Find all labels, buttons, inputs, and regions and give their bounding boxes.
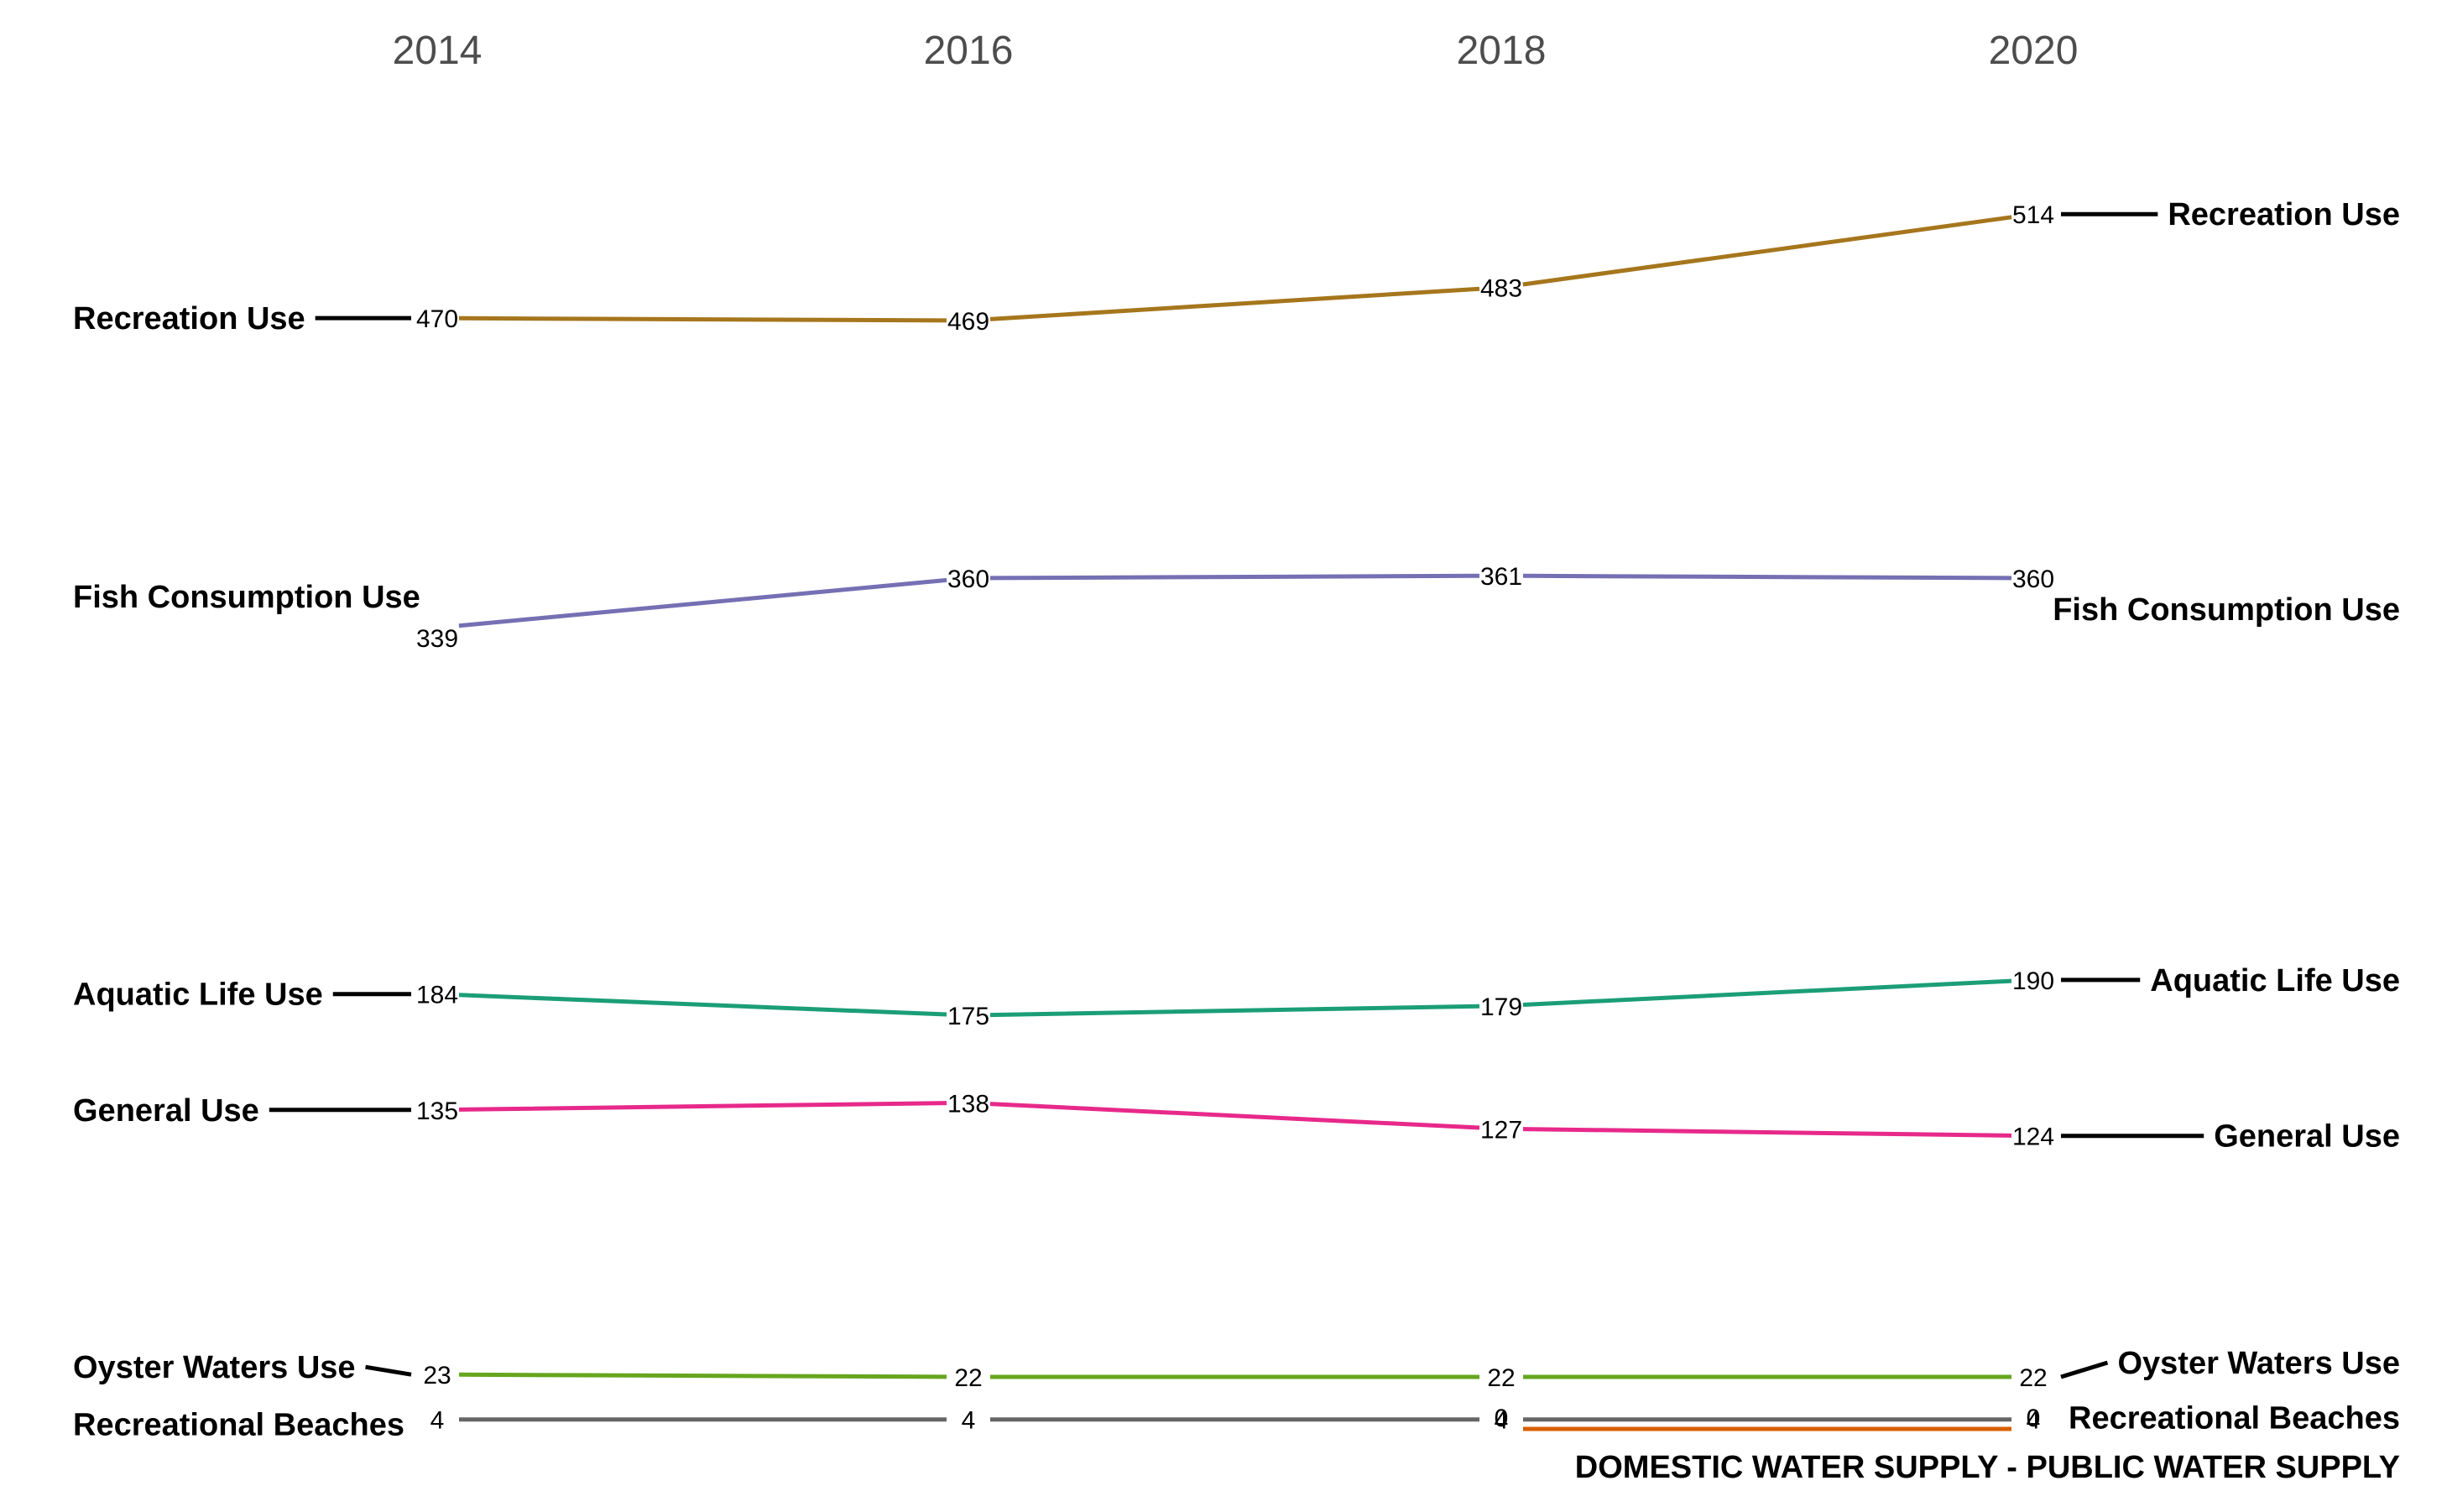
value-label-general-use-2018: 127: [1480, 1116, 1522, 1144]
value-label-domestic-water-supply-public-water-supply-2020: 0: [2027, 1405, 2041, 1432]
series-label-left-aquatic-life-use: Aquatic Life Use: [73, 978, 323, 1013]
series-label-left-recreational-beaches: Recreational Beaches: [73, 1408, 404, 1443]
series-label-right-aquatic-life-use: Aquatic Life Use: [2150, 963, 2400, 998]
value-label-fish-consumption-use-2014: 339: [416, 625, 458, 653]
series-line-aquatic-life-use: [458, 978, 2012, 1018]
value-label-general-use-2020: 124: [2012, 1124, 2054, 1151]
value-label-oyster-waters-use-2014: 23: [423, 1362, 451, 1389]
year-axis: 2014 2016 2018 2020: [393, 29, 2079, 73]
value-label-aquatic-life-use-2020: 190: [2012, 967, 2054, 995]
series-label-right-general-use: General Use: [2214, 1119, 2400, 1155]
year-label-2018: 2018: [1457, 29, 1547, 73]
value-labels: 470 469 483 514 339 360 361 360 184 175 179 190 135 1…: [416, 201, 2054, 1435]
series-line-general-use: [458, 1101, 2012, 1138]
series-line-oyster-waters-use: [458, 1372, 2011, 1379]
value-label-domestic-water-supply-public-water-supply-2018: 0: [1495, 1405, 1509, 1432]
value-label-recreational-beaches-2014: 4: [430, 1407, 445, 1435]
label-connectors: [269, 211, 2204, 1379]
value-label-general-use-2016: 138: [947, 1090, 989, 1118]
series-label-left-fish-consumption-use: Fish Consumption Use: [73, 580, 420, 615]
value-label-fish-consumption-use-2018: 361: [1480, 563, 1522, 591]
series-label-right-recreation-use: Recreation Use: [2168, 197, 2400, 232]
value-label-recreation-use-2020: 514: [2012, 201, 2054, 229]
value-label-recreational-beaches-2016: 4: [962, 1407, 976, 1435]
series-label-right-fish-consumption-use: Fish Consumption Use: [2053, 592, 2400, 628]
series-label-right-recreational-beaches: Recreational Beaches: [2069, 1401, 2400, 1436]
year-label-2016: 2016: [924, 29, 1014, 73]
value-label-recreation-use-2014: 470: [416, 305, 458, 333]
series-label-left-general-use: General Use: [73, 1093, 259, 1129]
value-label-recreational-beaches-2020: 4: [2027, 1407, 2041, 1435]
year-label-2020: 2020: [1989, 29, 2079, 73]
series-labels: Recreation Use Recreation Use Fish Consump…: [73, 197, 2400, 1485]
value-label-fish-consumption-use-2020: 360: [2012, 566, 2054, 593]
year-label-2014: 2014: [393, 29, 483, 73]
series-label-right-oyster-waters-use: Oyster Waters Use: [2117, 1346, 2400, 1381]
value-label-oyster-waters-use-2018: 22: [1487, 1364, 1515, 1392]
value-label-oyster-waters-use-2020: 22: [2019, 1364, 2047, 1392]
value-label-aquatic-life-use-2018: 179: [1480, 993, 1522, 1021]
label-connector-left-oyster-waters-use: [365, 1364, 412, 1377]
series-label-left-oyster-waters-use: Oyster Waters Use: [73, 1350, 356, 1385]
value-label-general-use-2014: 135: [416, 1098, 458, 1125]
value-label-fish-consumption-use-2016: 360: [947, 566, 989, 593]
series-line-fish-consumption-use: [458, 573, 2012, 628]
value-label-recreational-beaches-2018: 4: [1495, 1407, 1509, 1435]
value-label-aquatic-life-use-2016: 175: [947, 1003, 989, 1030]
value-label-oyster-waters-use-2016: 22: [954, 1364, 982, 1392]
value-label-recreation-use-2016: 469: [947, 308, 989, 336]
series-label-right-domestic-water-supply-public-water-supply: DOMESTIC WATER SUPPLY - PUBLIC WATER SUP…: [1575, 1450, 2400, 1485]
series-label-left-recreation-use: Recreation Use: [73, 301, 305, 336]
series-lines: [458, 215, 2012, 1431]
value-label-aquatic-life-use-2014: 184: [416, 982, 458, 1009]
series-line-recreation-use: [458, 215, 2012, 323]
label-connector-right-oyster-waters-use: [2060, 1360, 2109, 1379]
value-label-recreation-use-2018: 483: [1480, 275, 1522, 303]
